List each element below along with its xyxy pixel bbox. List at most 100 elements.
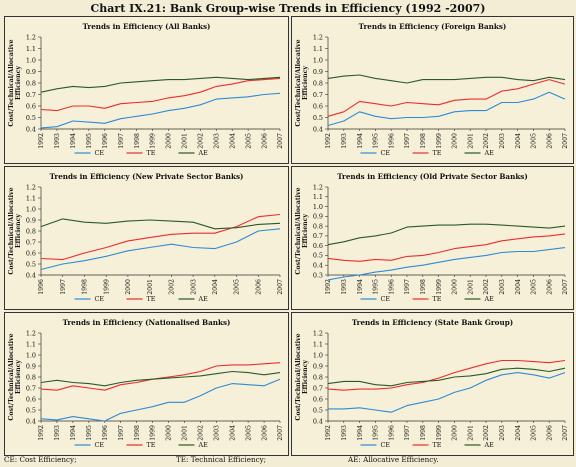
x-tick-label: 2007 [277,133,284,149]
x-tick-label: 2001 [467,133,474,149]
legend-label-ae: AE [484,295,495,303]
x-tick-label: 1993 [341,425,348,441]
y-tick-label: 1.0 [26,351,36,359]
series-line-te [327,359,566,391]
x-tick-label: 1994 [357,133,364,149]
y-tick-label: 0.9 [313,68,323,76]
chart-svg-1: Trends in Efficiency (All Banks) Cost/Tec… [8,22,284,157]
x-tick-label: 1998 [134,425,141,441]
y-tick-label: 0.4 [313,417,323,425]
x-tick-label: 2003 [499,425,506,441]
x-tick-label: 1992 [325,133,332,149]
x-tick-label: 2002 [169,279,176,295]
panel-title: Trends in Efficiency (Nationalised Banks… [63,318,231,327]
y-tick-label: 1.1 [313,45,323,53]
x-tick-label: 2007 [562,279,569,295]
series-line-te [40,77,281,112]
legend-label-te: TE [147,441,156,449]
footnote-ae: AE: Allocative Efficiency. [348,455,439,464]
legend-label-ae: AE [484,441,495,449]
x-tick-label: 2002 [198,133,205,149]
x-tick-label: 2001 [467,425,474,441]
x-tick-label: 1999 [150,425,157,441]
x-tick-label: 1996 [102,133,109,149]
chart-panel-3: Trends in Efficiency (New Private Sector… [4,166,289,310]
series-line-ae [40,76,281,93]
x-tick-label: 1995 [373,425,380,441]
x-tick-label: 1995 [373,279,380,295]
panel-title: Trends in Efficiency (Foreign Banks) [359,22,507,31]
x-tick-label: 1998 [420,133,427,149]
x-tick-label: 2000 [452,425,459,441]
series-line-ce [40,228,281,271]
y-tick-label: 0.6 [26,249,36,257]
y-tick-label: 0.3 [313,271,323,279]
x-tick-label: 2006 [261,425,268,441]
x-tick-label: 1996 [388,133,395,149]
x-tick-label: 2005 [531,425,538,441]
x-tick-label: 1998 [134,133,141,149]
x-tick-label: 1994 [70,425,77,441]
x-tick-label: 1997 [404,133,411,149]
y-tick-label: 0.6 [26,395,36,403]
series-line-te [327,79,566,117]
x-tick-label: 2004 [212,279,219,295]
y-tick-label: 0.9 [26,68,36,76]
legend-label-te: TE [433,441,442,449]
x-tick-label: 1997 [60,279,67,295]
chart-panel-5: Trends in Efficiency (Nationalised Banks… [4,312,289,456]
legend-label-te: TE [147,149,156,157]
x-tick-label: 1997 [118,425,125,441]
chart-svg-3: Trends in Efficiency (New Private Sector… [8,172,284,303]
series-line-ae [40,218,281,230]
y-tick-label: 0.5 [313,406,323,414]
x-tick-label: 1995 [86,133,93,149]
y-axis-label: Cost/Technical/AllocativeEfficiency [295,333,309,420]
chart-panel-2: Trends in Efficiency (Foreign Banks) Cost… [291,16,574,164]
x-tick-label: 1997 [118,133,125,149]
x-tick-label: 1998 [82,279,89,295]
x-tick-label: 1994 [357,279,364,295]
x-tick-label: 2005 [245,425,252,441]
y-tick-label: 1.1 [313,193,323,201]
y-axis-label: Cost/Technical/AllocativeEfficiency [8,333,22,420]
x-tick-label: 1997 [404,425,411,441]
y-tick-label: 0.8 [26,227,36,235]
x-tick-label: 1999 [436,133,443,149]
y-tick-label: 0.5 [313,114,323,122]
x-tick-label: 2004 [515,425,522,441]
x-tick-label: 2001 [182,425,189,441]
y-tick-label: 1.0 [313,203,323,211]
y-tick-label: 0.8 [26,79,36,87]
x-tick-label: 1992 [325,425,332,441]
x-tick-label: 2003 [213,133,220,149]
x-tick-label: 2003 [499,133,506,149]
y-tick-label: 0.7 [26,384,36,392]
x-tick-label: 2003 [190,279,197,295]
y-tick-label: 1.0 [26,205,36,213]
x-tick-label: 2007 [277,425,284,441]
y-tick-label: 1.0 [313,56,323,64]
x-tick-label: 2005 [531,133,538,149]
x-tick-label: 1999 [436,425,443,441]
legend-label-ae: AE [198,149,209,157]
y-tick-label: 0.8 [26,373,36,381]
series-line-ce [40,378,281,422]
legend-label-ce: CE [381,295,391,303]
x-tick-label: 2004 [515,133,522,149]
series-line-ae [40,370,281,387]
y-tick-label: 0.4 [313,125,323,133]
x-tick-label: 1995 [373,133,380,149]
y-tick-label: 0.8 [313,373,323,381]
y-tick-label: 0.4 [313,262,323,270]
y-axis-label: Cost/Technical/AllocativeEfficiency [295,187,309,274]
panel-title: Trends in Efficiency (All Banks) [83,22,211,31]
series-line-te [40,213,281,261]
footnote-ce: CE: Cost Efficiency; [4,455,77,464]
x-tick-label: 2002 [198,425,205,441]
series-line-ce [328,372,566,413]
y-tick-label: 1.2 [26,329,36,337]
legend-label-ae: AE [198,441,209,449]
series-line-te [327,233,566,262]
